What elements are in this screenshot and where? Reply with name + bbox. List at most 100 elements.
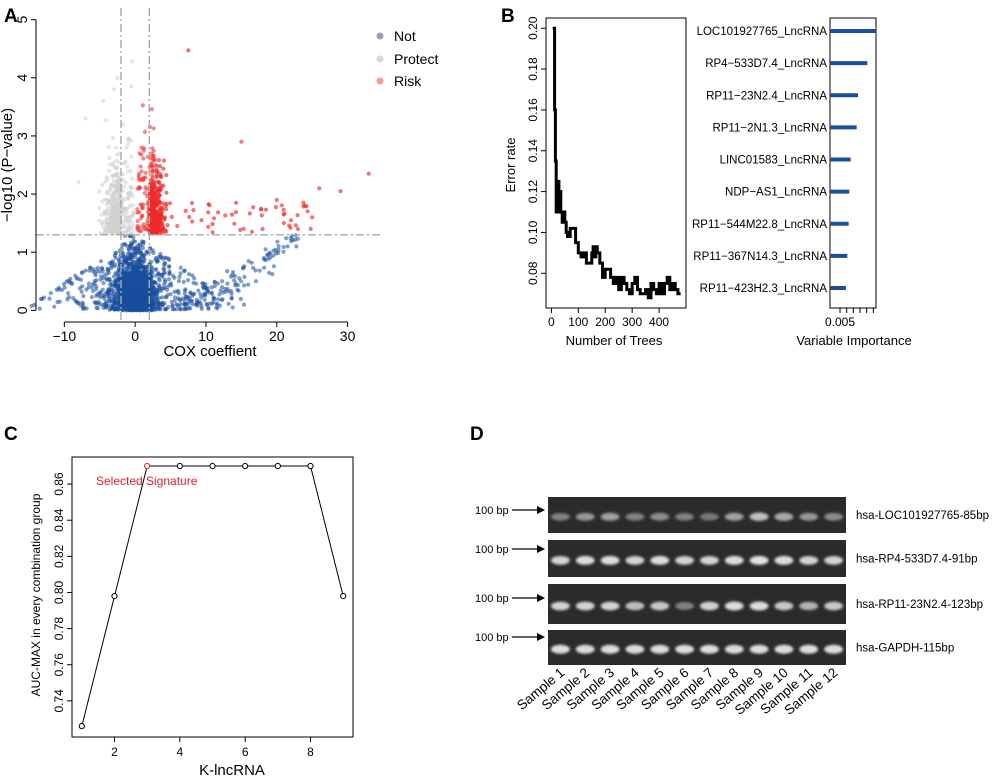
x-axis-label: Number of Trees xyxy=(566,333,663,348)
volcano-point xyxy=(120,189,125,194)
volcano-point xyxy=(137,171,142,176)
y-tick-label: 4 xyxy=(14,74,30,82)
ladder-arrow-head xyxy=(537,506,545,514)
volcano-point xyxy=(111,87,116,92)
volcano-point xyxy=(129,176,134,181)
volcano-point xyxy=(204,302,209,307)
volcano-point xyxy=(303,203,308,208)
auc-line xyxy=(81,465,344,727)
y-tick-label: 0.80 xyxy=(52,580,66,604)
volcano-point xyxy=(128,168,133,173)
volcano-point xyxy=(136,261,141,266)
volcano-point xyxy=(144,227,149,232)
volcano-point xyxy=(151,126,156,131)
gel-band xyxy=(724,644,744,654)
volcano-point xyxy=(106,199,111,204)
volcano-point xyxy=(97,205,102,210)
auc-point xyxy=(242,462,249,470)
volcano-point xyxy=(141,257,146,262)
volcano-point xyxy=(107,155,112,160)
volcano-point xyxy=(125,164,130,169)
volcano-point xyxy=(131,238,136,244)
volcano-point xyxy=(281,207,286,212)
volcano-point xyxy=(122,286,127,291)
volcano-point xyxy=(152,205,157,210)
volcano-point xyxy=(147,164,152,169)
volcano-point xyxy=(158,172,163,177)
volcano-point xyxy=(122,242,127,247)
volcano-point xyxy=(158,302,163,307)
auc-point xyxy=(78,723,85,730)
volcano-point xyxy=(175,223,180,229)
volcano-point xyxy=(127,251,132,256)
volcano-point xyxy=(162,267,167,272)
volcano-point xyxy=(209,291,214,296)
volcano-point xyxy=(130,222,135,227)
volcano-point xyxy=(206,210,211,215)
gel-band xyxy=(625,555,645,565)
volcano-point xyxy=(112,189,117,194)
volcano-point xyxy=(260,226,265,232)
volcano-point xyxy=(171,273,176,278)
volcano-points xyxy=(29,48,371,313)
volcano-point xyxy=(140,242,146,247)
auc-point xyxy=(274,462,281,470)
volcano-point xyxy=(177,274,182,280)
legend-label-protect: Protect xyxy=(394,51,438,67)
volcano-point xyxy=(154,174,159,179)
volcano-point xyxy=(191,280,196,285)
gel-band xyxy=(749,644,769,654)
y-tick-label: 0.08 xyxy=(526,261,540,285)
volcano-point xyxy=(281,221,286,226)
volcano-point xyxy=(126,136,131,141)
volcano-point xyxy=(246,259,251,264)
volcano-point xyxy=(169,214,174,219)
volcano-point xyxy=(281,249,286,254)
gel-strip xyxy=(548,630,846,665)
volcano-point xyxy=(148,287,153,292)
gel-band xyxy=(799,512,819,521)
volcano-point xyxy=(294,244,299,249)
volcano-point xyxy=(143,307,148,312)
x-tick-label: 300 xyxy=(622,315,642,329)
volcano-point xyxy=(181,279,186,284)
auc-plot-frame xyxy=(71,456,354,738)
volcano-point xyxy=(97,218,102,223)
volcano-point xyxy=(129,302,134,307)
volcano-point xyxy=(182,268,187,273)
volcano-point xyxy=(212,284,217,289)
volcano-point xyxy=(106,290,111,295)
volcano-point xyxy=(275,239,280,244)
y-axis-label: AUC-MAX in every combination group xyxy=(29,493,43,696)
volcano-point xyxy=(79,289,84,294)
gel-band xyxy=(724,555,744,565)
volcano-point xyxy=(233,210,239,215)
volcano-point xyxy=(217,303,222,308)
panel-label-a: A xyxy=(4,6,18,27)
volcano-point xyxy=(203,282,208,287)
variable-importance-plot: LOC101927765_LncRNA RP4−533D7.4_LncRNA RP1… xyxy=(692,17,912,348)
x-axis-label: K-lncRNA xyxy=(199,762,265,779)
volcano-point xyxy=(140,103,145,108)
volcano-point xyxy=(276,250,281,255)
volcano-point xyxy=(164,173,169,178)
volcano-point xyxy=(276,244,281,249)
volcano-point xyxy=(128,192,133,198)
volcano-point xyxy=(288,225,293,230)
volcano-point xyxy=(212,280,217,285)
volcano-point xyxy=(115,173,120,178)
volcano-point xyxy=(62,285,67,290)
volcano-point xyxy=(146,209,151,215)
volcano-point xyxy=(135,223,140,229)
volcano-point xyxy=(176,279,181,284)
y-tick-label: 0 xyxy=(14,306,30,314)
volcano-point xyxy=(115,188,120,193)
error-plot-frame xyxy=(545,17,687,309)
volcano-point xyxy=(171,307,177,312)
auc-point xyxy=(340,592,347,600)
gel-band xyxy=(650,601,670,611)
gel-band xyxy=(724,601,744,611)
volcano-point xyxy=(89,295,94,300)
importance-axes: 0.005 xyxy=(825,308,874,329)
gel-band xyxy=(675,644,695,654)
